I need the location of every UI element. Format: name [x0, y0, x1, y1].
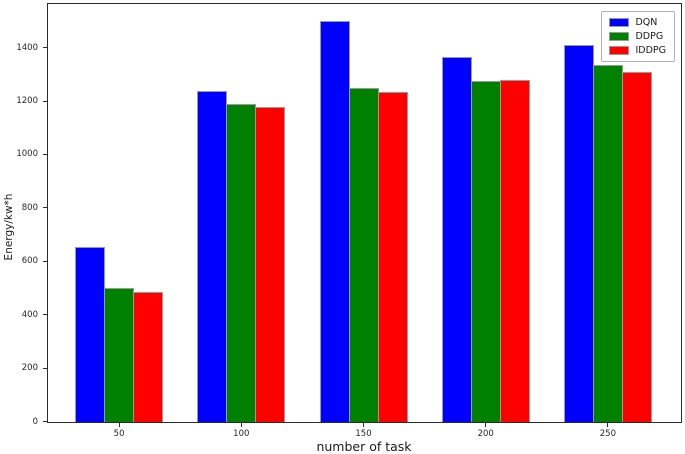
- y-tick-label: 0: [32, 416, 38, 427]
- bar-dqn-150: [319, 21, 350, 422]
- x-tick-label: 150: [355, 429, 372, 439]
- y-tick-mark: [43, 367, 47, 369]
- y-tick-label: 400: [21, 309, 38, 320]
- legend-label: IDDPG: [635, 45, 666, 56]
- y-tick-label: 800: [21, 202, 38, 213]
- bar-dqn-200: [441, 57, 472, 422]
- x-tick-label: 50: [113, 429, 125, 439]
- bar-ddpg-250: [592, 65, 623, 422]
- bar-iddpg-100: [255, 107, 286, 422]
- legend-item-iddpg: IDDPG: [609, 45, 666, 56]
- bar-iddpg-150: [377, 92, 408, 422]
- bar-dqn-50: [75, 247, 106, 422]
- y-tick-mark: [43, 47, 47, 49]
- x-tick-label: 100: [233, 429, 250, 439]
- bar-dqn-100: [197, 91, 228, 422]
- bar-ddpg-150: [348, 88, 379, 422]
- bar-group-100: [180, 4, 302, 422]
- bar-iddpg-250: [621, 72, 652, 422]
- y-tick-mark: [43, 153, 47, 155]
- y-tick-label: 1400: [16, 42, 38, 53]
- x-tick-mark: [363, 423, 364, 427]
- bar-dqn-250: [563, 45, 594, 422]
- bars-row: [58, 4, 669, 422]
- legend-item-dqn: DQN: [609, 17, 666, 28]
- x-tick-mark: [607, 423, 609, 427]
- legend-swatch-iddpg: [609, 46, 630, 55]
- x-tick-mark: [240, 423, 242, 427]
- legend-item-ddpg: DDPG: [609, 31, 666, 42]
- bar-group-50: [58, 4, 180, 422]
- bar-ddpg-200: [470, 81, 501, 422]
- bar-group-150: [302, 4, 424, 422]
- legend-label: DDPG: [635, 31, 664, 42]
- bar-group-250: [547, 4, 669, 422]
- x-tick-label: 250: [599, 429, 617, 439]
- legend-swatch-ddpg: [609, 32, 630, 41]
- x-axis: 50 100 150 200 250: [47, 423, 682, 449]
- legend-label: DQN: [635, 17, 658, 28]
- bar-group-200: [425, 4, 547, 422]
- bar-ddpg-100: [226, 104, 257, 422]
- x-tick-mark: [118, 423, 120, 427]
- y-tick-mark: [43, 100, 47, 102]
- bar-ddpg-50: [104, 288, 135, 422]
- plot-area: DQN DDPG IDDPG: [47, 3, 682, 423]
- bar-iddpg-50: [133, 292, 164, 422]
- y-tick-label: 1200: [16, 96, 38, 106]
- bar-iddpg-200: [499, 80, 530, 422]
- y-tick-mark: [43, 260, 47, 262]
- y-tick-label: 1000: [16, 149, 38, 160]
- y-axis: 0 200 400 600 800 1000 1200 1400: [0, 3, 47, 427]
- y-tick-mark: [43, 314, 47, 316]
- legend-swatch-dqn: [609, 18, 630, 27]
- y-tick-mark: [43, 421, 47, 422]
- x-tick-label: 200: [477, 429, 494, 439]
- y-tick-label: 200: [21, 363, 38, 374]
- y-tick-mark: [43, 207, 47, 209]
- x-axis-title: number of task: [316, 439, 412, 454]
- x-tick-mark: [485, 423, 487, 427]
- legend: DQN DDPG IDDPG: [601, 11, 675, 62]
- y-tick-label: 600: [21, 256, 38, 267]
